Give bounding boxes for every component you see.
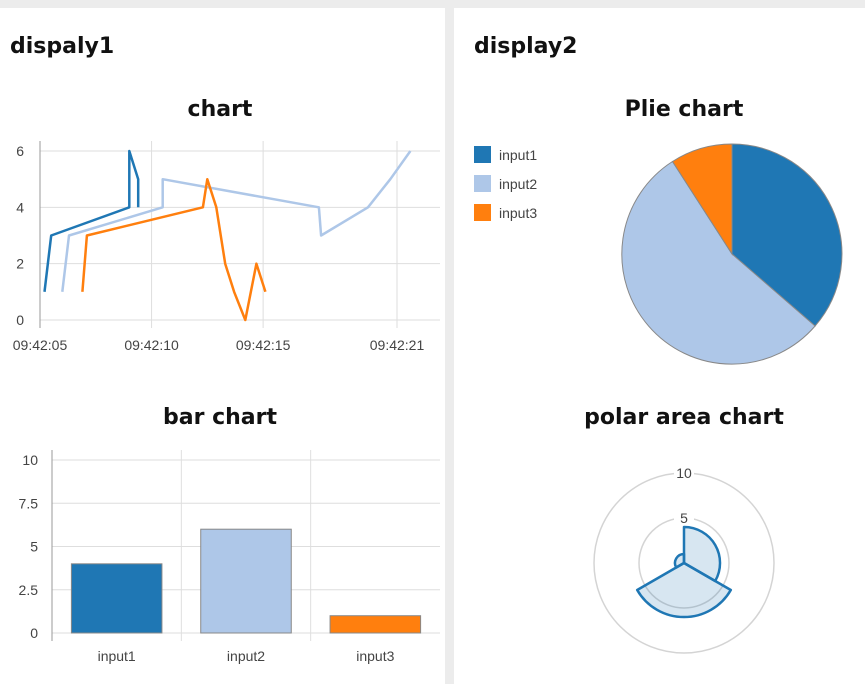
r-tick-label: 10 [676,465,692,481]
y-tick-label: 7.5 [19,495,39,511]
polar-segment-input3 [673,552,686,569]
pie-slice-input2 [621,160,816,365]
r-tick-label: 5 [680,510,688,526]
polar-chart-title: polar area chart [584,405,784,430]
display2-panel: display2 [454,8,865,684]
series-line-input2 [61,150,412,292]
x-tick-label: 09:42:15 [236,337,291,353]
x-tick-label: 09:42:10 [124,337,179,353]
x-tick-label: input1 [98,648,136,664]
bar-input2 [200,528,292,634]
y-tick-label: 0 [16,312,24,328]
polar-tick-backdrop [674,510,694,524]
y-tick-label: 4 [16,199,24,215]
pie-legend: input1 input2 input3 [474,140,537,227]
legend-label: input2 [499,175,538,192]
bar-input1 [70,563,163,634]
series-line-input3 [81,177,267,322]
series-line-input1 [43,149,140,292]
pie-slice-input1 [731,143,843,327]
legend-label: input1 [499,146,538,163]
legend-item-input2[interactable]: input2 [474,169,537,198]
legend-swatch [474,204,491,221]
x-tick-label: input2 [227,648,265,664]
legend-swatch [474,146,491,163]
x-tick-label: 09:42:05 [13,337,68,353]
line-chart-title: chart [187,97,253,122]
x-tick-label: input3 [356,648,394,664]
bar-input3 [329,615,422,634]
panel-title: display2 [474,34,578,59]
panel-title: dispaly1 [10,34,115,59]
y-tick-label: 10 [22,452,38,468]
y-tick-label: 5 [30,539,38,555]
legend-swatch [474,175,491,192]
bar-chart-title: bar chart [162,405,278,430]
pie-slice-input3 [671,143,733,256]
y-tick-label: 2.5 [19,582,39,598]
legend-label: input3 [499,204,538,221]
y-tick-label: 0 [30,625,38,641]
y-tick-label: 2 [16,256,24,272]
legend-item-input1[interactable]: input1 [474,140,537,169]
polar-tick-backdrop [674,465,694,479]
x-tick-label: 09:42:21 [370,337,425,353]
pie-chart-title: Plie chart [624,97,744,122]
y-tick-label: 6 [16,143,24,159]
polar-segment-input2 [635,561,733,619]
legend-item-input3[interactable]: input3 [474,198,537,227]
